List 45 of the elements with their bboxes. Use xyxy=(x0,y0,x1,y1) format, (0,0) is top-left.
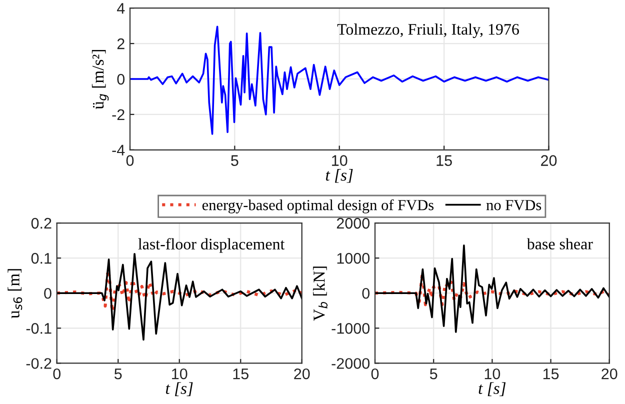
x-tick-label: 15 xyxy=(436,155,452,166)
y-tick-label: 0.2 xyxy=(31,218,52,229)
x-tick-label: 10 xyxy=(172,368,188,380)
x-tick-label: 5 xyxy=(430,368,438,380)
annotation: last-floor displacement xyxy=(138,238,285,253)
line-series xyxy=(375,272,610,307)
x-axis-title: t [s] xyxy=(478,382,506,396)
x-axis-title: t [s] xyxy=(166,382,193,396)
y-tick-label: 4 xyxy=(116,3,125,14)
x-tick-label: 10 xyxy=(484,368,500,380)
annotation: base shear xyxy=(526,238,593,250)
y-tick-label: 2 xyxy=(117,38,124,50)
x-tick-label: 0 xyxy=(53,368,61,380)
y-tick-label: 0.1 xyxy=(31,252,52,264)
x-tick-label: 20 xyxy=(602,368,618,380)
x-tick-label: 0 xyxy=(371,368,379,380)
x-tick-label: 15 xyxy=(233,368,248,380)
y-tick-label: 0 xyxy=(117,74,125,85)
x-tick-label: 20 xyxy=(294,368,310,380)
x-tick-label: 0 xyxy=(126,155,134,166)
y-tick-label: -0.2 xyxy=(26,358,52,369)
x-tick-label: 10 xyxy=(332,155,348,166)
y-tick-label: -2000 xyxy=(332,358,370,369)
y-tick-label: 0 xyxy=(44,288,52,299)
x-axis-title: t [s] xyxy=(326,168,353,183)
y-axis-title: ü$_{g}$ [m/s²] xyxy=(92,50,109,110)
line-series xyxy=(130,26,549,135)
y-axis-title: V$_{b}$ [kN] xyxy=(313,266,328,321)
annotation: Tolmezzo, Friuli, Italy, 1976 xyxy=(337,24,519,38)
legend-label: no FVDs xyxy=(486,200,542,210)
x-tick-label: 5 xyxy=(114,368,122,380)
y-tick-label: -4 xyxy=(112,144,125,156)
y-tick-label: -1000 xyxy=(332,323,370,334)
y-tick-label: 1000 xyxy=(337,252,370,264)
line-series xyxy=(56,252,302,341)
y-tick-label: 0 xyxy=(362,288,370,299)
x-tick-label: 5 xyxy=(231,155,238,166)
line-series xyxy=(56,272,302,313)
y-tick-label: 2000 xyxy=(336,218,370,229)
y-axis-title: u$_{s6}$ [m] xyxy=(8,269,22,318)
y-tick-label: -2 xyxy=(112,109,124,120)
x-tick-label: 20 xyxy=(541,155,557,166)
x-tick-label: 15 xyxy=(543,368,559,380)
y-tick-label: -0.1 xyxy=(26,323,52,334)
legend-label: energy-based optimal design of FVDs xyxy=(202,199,434,214)
